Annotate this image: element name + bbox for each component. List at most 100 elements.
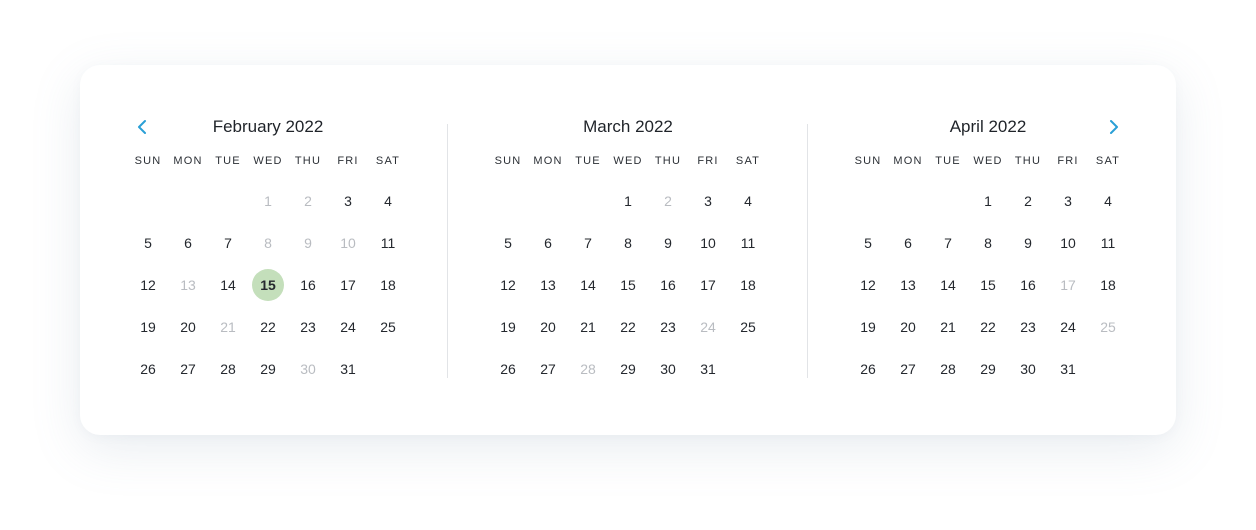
day-cell[interactable]: 6	[888, 222, 928, 264]
selected-day-cell[interactable]: 15	[248, 264, 288, 306]
day-cell[interactable]: 25	[728, 306, 768, 348]
day-cell[interactable]: 22	[968, 306, 1008, 348]
day-number: 9	[1024, 235, 1032, 251]
day-cell[interactable]: 11	[368, 222, 408, 264]
day-cell[interactable]: 5	[848, 222, 888, 264]
day-number: 27	[900, 361, 916, 377]
day-cell[interactable]: 27	[528, 348, 568, 390]
weekday-header: SUN MON TUE WED THU FRI SAT	[128, 155, 408, 168]
day-cell[interactable]: 22	[608, 306, 648, 348]
day-number: 27	[180, 361, 196, 377]
day-cell[interactable]: 2	[1008, 180, 1048, 222]
day-number: 6	[184, 235, 192, 251]
day-cell[interactable]: 4	[728, 180, 768, 222]
weekday-label: SAT	[375, 155, 401, 167]
day-cell[interactable]: 24	[1048, 306, 1088, 348]
day-cell[interactable]: 3	[1048, 180, 1088, 222]
day-number: 10	[340, 235, 356, 251]
day-cell[interactable]: 15	[608, 264, 648, 306]
day-cell[interactable]: 30	[1008, 348, 1048, 390]
prev-month-button[interactable]	[130, 115, 154, 139]
day-number: 5	[144, 235, 152, 251]
day-cell[interactable]: 29	[248, 348, 288, 390]
day-grid: 1 2 3 4 5 6 7 8 9 10 11 12 13 14 15 16 17 18 19 20 21 22 23 24 2…	[488, 180, 768, 390]
day-cell[interactable]: 27	[168, 348, 208, 390]
day-cell[interactable]: 6	[528, 222, 568, 264]
day-cell[interactable]: 17	[688, 264, 728, 306]
day-cell[interactable]: 26	[128, 348, 168, 390]
day-cell[interactable]: 26	[848, 348, 888, 390]
day-cell[interactable]: 5	[488, 222, 528, 264]
day-number: 6	[544, 235, 552, 251]
day-cell[interactable]: 21	[568, 306, 608, 348]
day-number: 28	[580, 361, 596, 377]
day-cell[interactable]: 18	[728, 264, 768, 306]
day-cell[interactable]: 23	[648, 306, 688, 348]
day-cell[interactable]: 6	[168, 222, 208, 264]
day-number: 28	[220, 361, 236, 377]
day-cell[interactable]: 24	[328, 306, 368, 348]
day-cell[interactable]: 31	[688, 348, 728, 390]
day-cell[interactable]: 31	[1048, 348, 1088, 390]
day-cell[interactable]: 16	[648, 264, 688, 306]
day-cell[interactable]: 20	[168, 306, 208, 348]
day-cell[interactable]: 25	[368, 306, 408, 348]
day-cell[interactable]: 19	[848, 306, 888, 348]
day-cell[interactable]: 16	[288, 264, 328, 306]
day-cell[interactable]: 10	[688, 222, 728, 264]
day-number: 1	[624, 193, 632, 209]
day-cell[interactable]: 22	[248, 306, 288, 348]
day-cell[interactable]: 3	[688, 180, 728, 222]
day-cell[interactable]: 18	[368, 264, 408, 306]
day-cell[interactable]: 27	[888, 348, 928, 390]
day-cell[interactable]: 29	[608, 348, 648, 390]
day-cell[interactable]: 14	[568, 264, 608, 306]
day-cell[interactable]: 4	[1088, 180, 1128, 222]
day-cell[interactable]: 29	[968, 348, 1008, 390]
day-cell[interactable]: 28	[928, 348, 968, 390]
day-cell[interactable]: 12	[128, 264, 168, 306]
day-cell[interactable]: 11	[1088, 222, 1128, 264]
day-cell[interactable]: 1	[968, 180, 1008, 222]
day-cell[interactable]: 20	[888, 306, 928, 348]
day-cell[interactable]: 14	[928, 264, 968, 306]
day-cell[interactable]: 30	[648, 348, 688, 390]
day-cell[interactable]: 8	[608, 222, 648, 264]
day-cell[interactable]: 14	[208, 264, 248, 306]
day-cell[interactable]: 19	[488, 306, 528, 348]
day-cell[interactable]: 5	[128, 222, 168, 264]
day-cell[interactable]: 31	[328, 348, 368, 390]
day-cell[interactable]: 12	[488, 264, 528, 306]
day-cell[interactable]: 7	[928, 222, 968, 264]
next-month-button[interactable]	[1102, 115, 1126, 139]
day-cell[interactable]: 11	[728, 222, 768, 264]
day-cell[interactable]: 16	[1008, 264, 1048, 306]
day-cell[interactable]: 17	[328, 264, 368, 306]
day-cell[interactable]: 7	[208, 222, 248, 264]
day-cell[interactable]: 7	[568, 222, 608, 264]
day-cell[interactable]: 13	[528, 264, 568, 306]
day-cell[interactable]: 23	[1008, 306, 1048, 348]
day-cell[interactable]: 26	[488, 348, 528, 390]
day-cell[interactable]: 21	[928, 306, 968, 348]
day-cell[interactable]: 3	[328, 180, 368, 222]
day-number: 20	[540, 319, 556, 335]
day-number: 2	[304, 193, 312, 209]
day-cell[interactable]: 13	[888, 264, 928, 306]
day-cell[interactable]: 23	[288, 306, 328, 348]
day-cell[interactable]: 1	[608, 180, 648, 222]
weekday-label: SUN	[854, 155, 882, 167]
day-cell[interactable]: 19	[128, 306, 168, 348]
day-number: 4	[744, 193, 752, 209]
day-cell[interactable]: 10	[1048, 222, 1088, 264]
day-cell[interactable]: 9	[1008, 222, 1048, 264]
day-cell[interactable]: 15	[968, 264, 1008, 306]
day-cell[interactable]: 18	[1088, 264, 1128, 306]
empty-day-cell	[848, 180, 888, 222]
day-cell[interactable]: 9	[648, 222, 688, 264]
day-cell[interactable]: 12	[848, 264, 888, 306]
day-cell[interactable]: 4	[368, 180, 408, 222]
day-cell[interactable]: 8	[968, 222, 1008, 264]
day-cell[interactable]: 20	[528, 306, 568, 348]
day-cell[interactable]: 28	[208, 348, 248, 390]
